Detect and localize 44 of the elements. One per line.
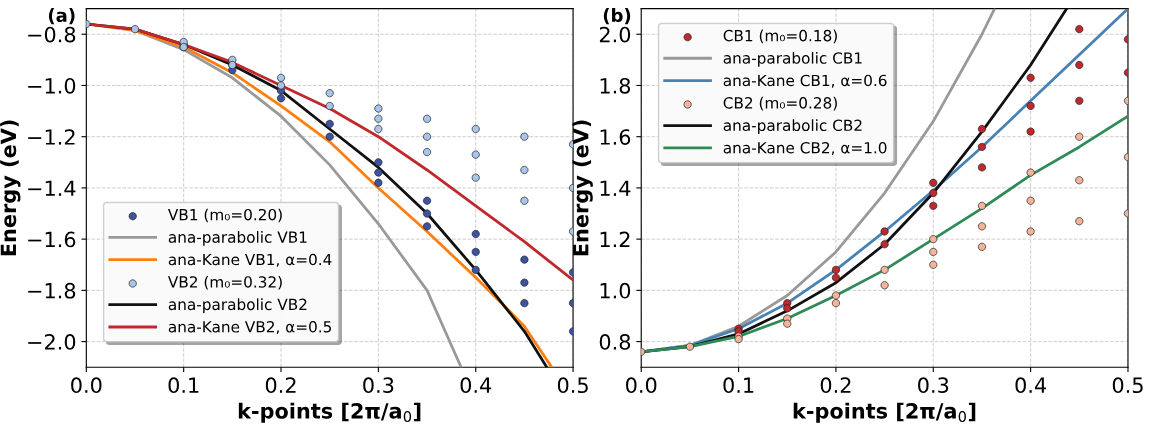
- y-axis-title: Energy (eV): [0, 120, 21, 256]
- y-tick-label: −1.6: [28, 231, 76, 248]
- x-tick-label: 0.2: [820, 377, 851, 394]
- y-tick-label: 1.6: [600, 129, 631, 145]
- x-tick-label: 0.3: [363, 377, 394, 394]
- y-tick-label: 1.2: [600, 231, 630, 248]
- legend-label: ana-parabolic CB1: [723, 51, 862, 67]
- x-tick-label: 0.1: [723, 377, 754, 394]
- y-tick-label: −1.8: [28, 282, 76, 299]
- y-tick-label: 1.0: [600, 282, 631, 299]
- x-tick-label: 0.4: [460, 377, 492, 394]
- x-tick-label: 0.1: [168, 377, 199, 394]
- x-tick-label: 0.5: [557, 377, 588, 394]
- legend-label: CB2 (m₀=0.28): [723, 96, 837, 111]
- legend-label: ana-Kane CB2, α=1.0: [723, 141, 887, 156]
- y-axis-title: Energy (eV): [572, 120, 593, 256]
- chart-title: (b): [603, 8, 631, 25]
- legend-label: ana-Kane CB1, α=0.6: [723, 74, 887, 88]
- legend-label: CB1 (m₀=0.18): [723, 29, 837, 44]
- legend-label: ana-parabolic VB1: [168, 231, 307, 246]
- x-tick-label: 0.5: [1112, 377, 1143, 394]
- legend-label: VB2 (m₀=0.32): [167, 275, 282, 290]
- x-axis-title: k-points [2π/a$_{0}$]: [793, 402, 976, 423]
- y-tick-label: 1.4: [600, 180, 631, 196]
- y-tick-label: 2.0: [599, 26, 631, 43]
- legend-label: VB1 (m₀=0.20): [167, 208, 282, 223]
- y-tick-label: −2.0: [28, 334, 76, 350]
- legend-label: ana-parabolic CB2: [723, 119, 862, 135]
- y-tick-label: 0.8: [599, 334, 631, 350]
- y-tick-label: 1.8: [600, 77, 631, 94]
- y-tick-label: −1.2: [28, 129, 75, 145]
- y-tick-label: −1.0: [28, 77, 76, 94]
- x-tick-label: 0.4: [1015, 377, 1047, 394]
- chart-title: (a): [48, 8, 75, 25]
- x-tick-label: 0.2: [265, 377, 296, 394]
- x-tick-label: 0.0: [71, 377, 102, 394]
- x-tick-label: 0.3: [918, 377, 949, 394]
- x-axis-title: k-points [2π/a$_{0}$]: [238, 402, 421, 423]
- x-tick-label: 0.0: [626, 377, 657, 394]
- legend-label: ana-Kane VB1, α=0.4: [168, 253, 332, 267]
- y-tick-label: −1.4: [28, 180, 76, 196]
- y-tick-label: −0.8: [28, 26, 76, 43]
- legend-label: ana-Kane VB2, α=0.5: [168, 321, 332, 335]
- legend-label: ana-parabolic VB2: [168, 298, 307, 314]
